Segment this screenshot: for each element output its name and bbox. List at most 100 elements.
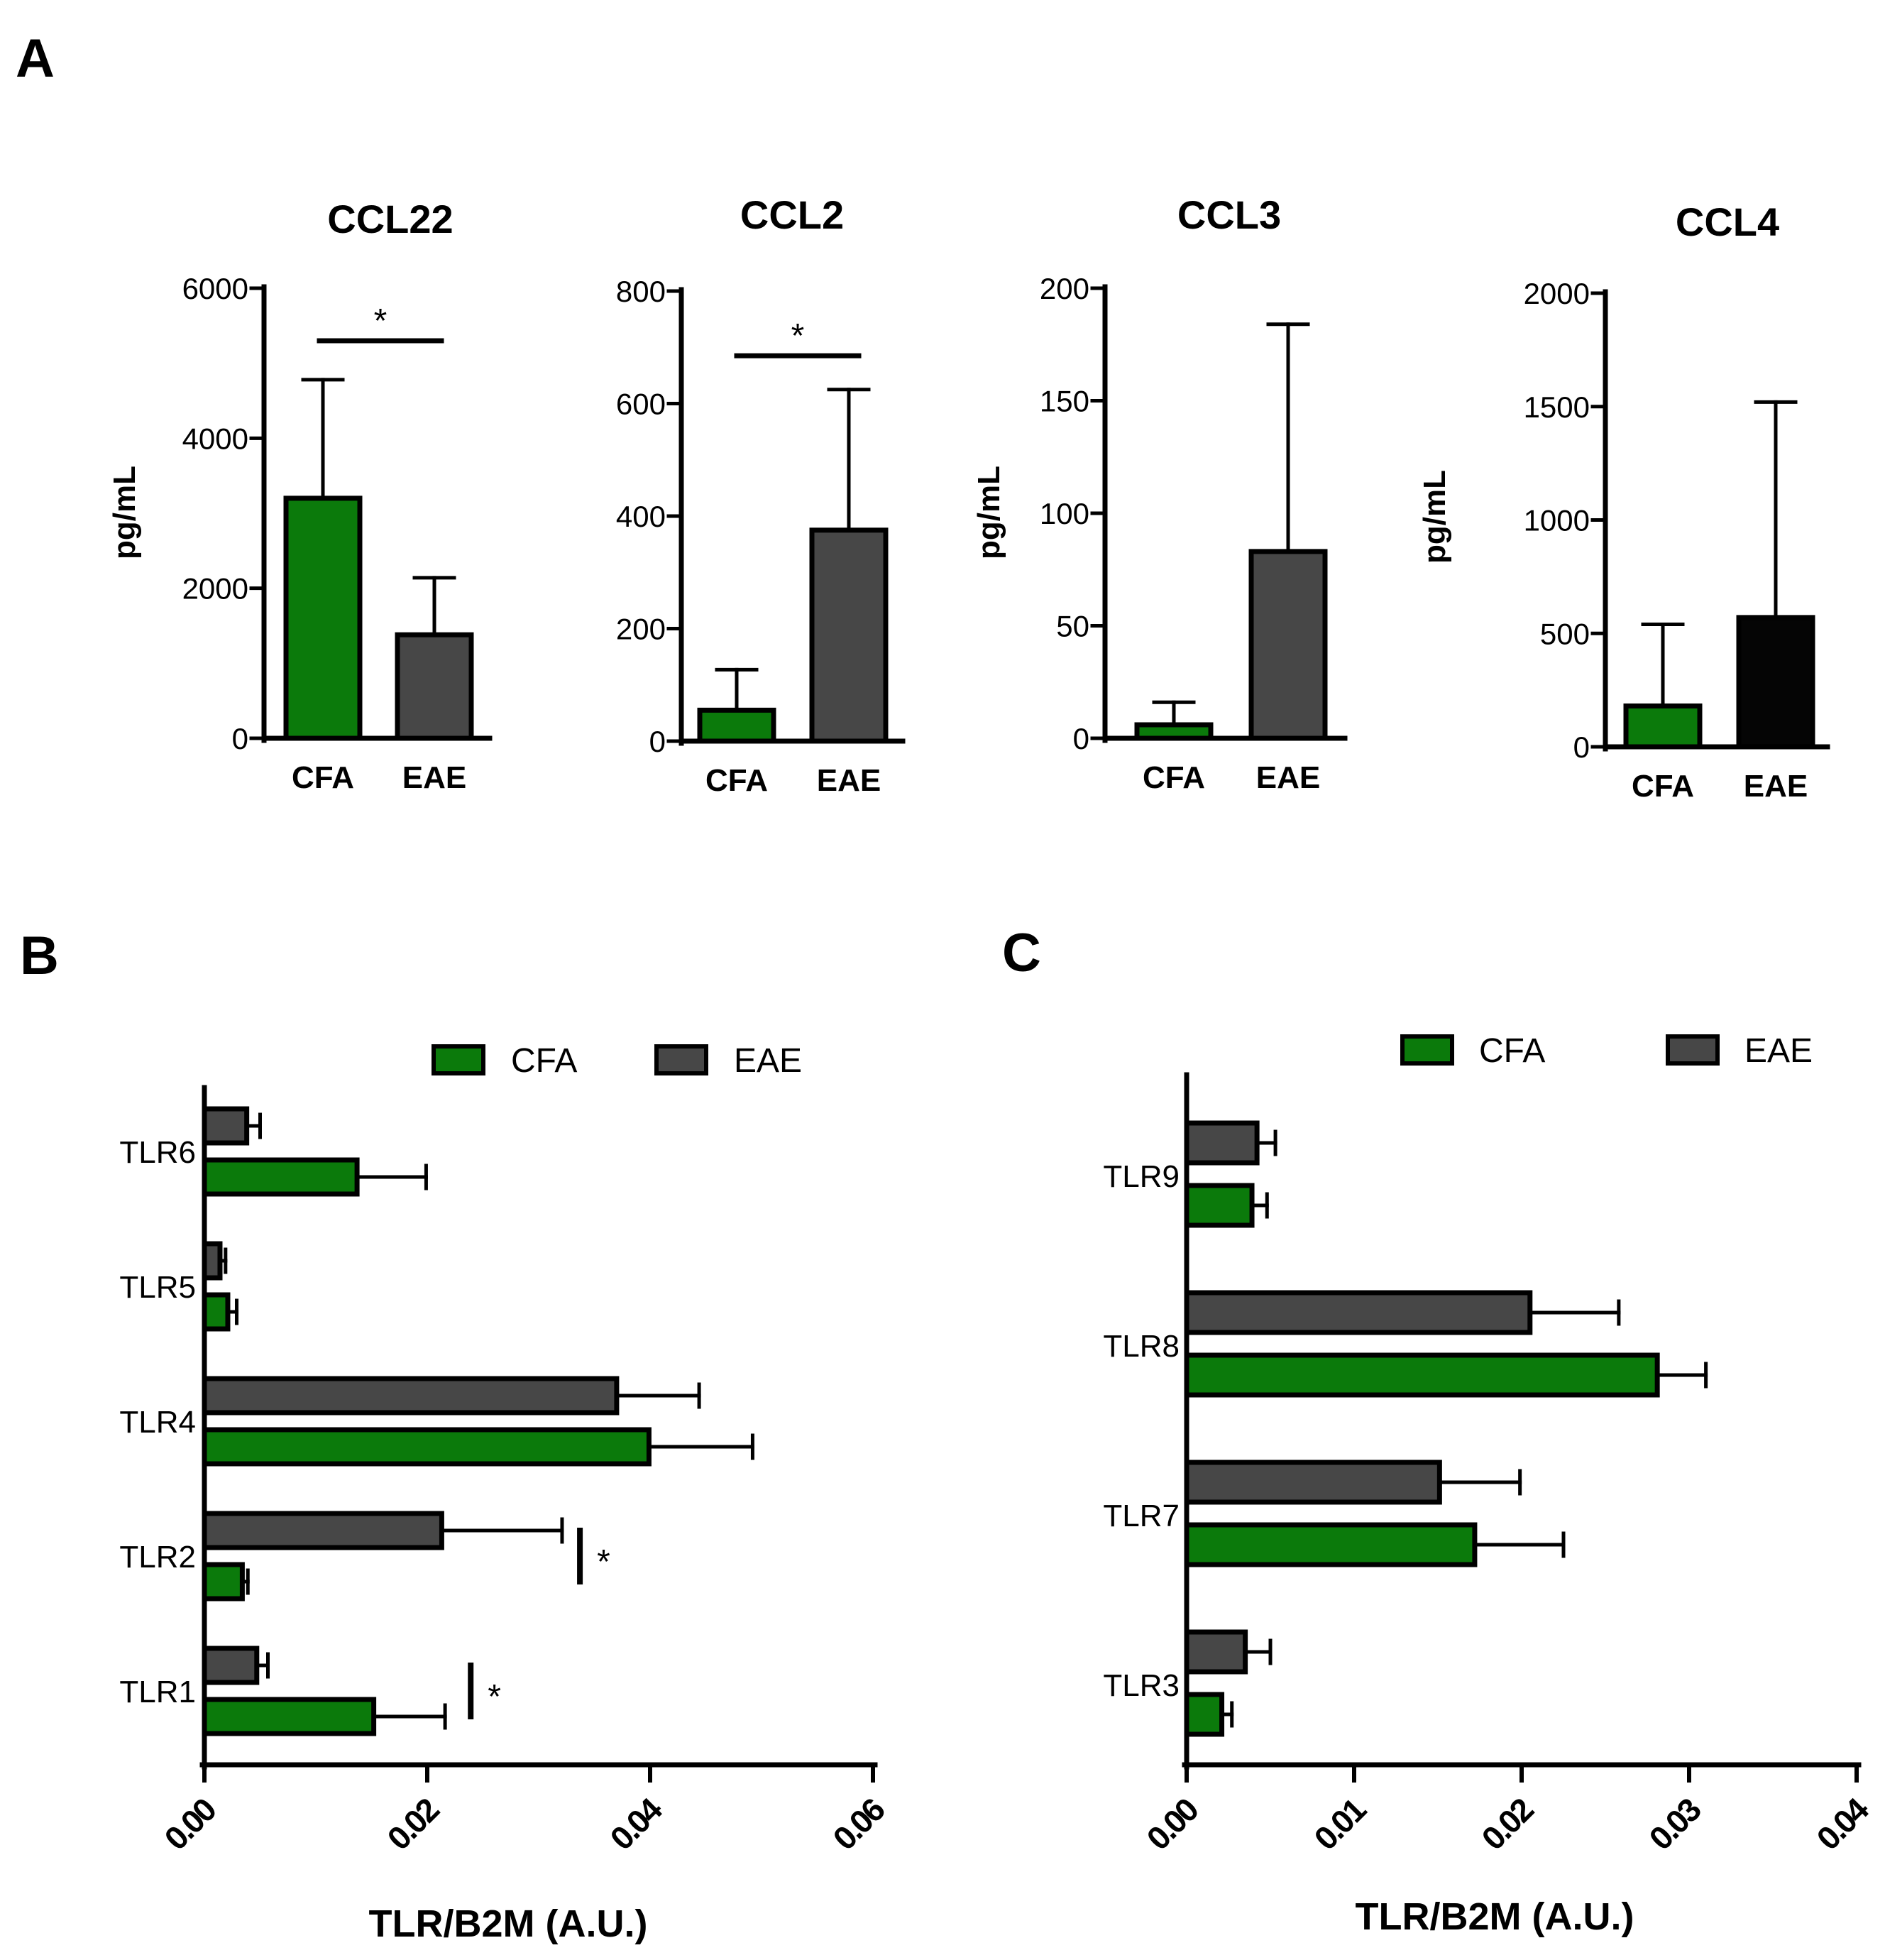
chart-tlr_b: 0.00 0.02 0.04 0.06 TLR/B2M (A.U.) CFA EAE TLR6… [119,1042,891,1945]
y-tick-label: 150 [1040,385,1089,418]
bar-cfa-tlr4 [202,1427,652,1467]
category-label-tlr1: TLR1 [119,1675,196,1709]
y-axis-label: pg/mL [972,466,1006,559]
x-axis-label: TLR/B2M (A.U.) [369,1902,648,1945]
category-label-tlr6: TLR6 [119,1135,196,1170]
category-label: EAE [1744,769,1808,804]
bar-eae-tlr1 [202,1646,260,1685]
legend-label-eae: EAE [734,1042,802,1080]
bar-cfa-tlr9 [1184,1183,1255,1228]
category-label-tlr5: TLR5 [119,1270,196,1305]
x-tick-label: 0.02 [380,1791,446,1857]
bar-eae [1248,549,1328,741]
bar-cfa-tlr3 [1184,1692,1225,1737]
bar-cfa-tlr2 [202,1562,245,1602]
bar-eae-tlr8 [1184,1290,1533,1335]
y-tick-label: 600 [616,388,666,421]
y-tick-label: 0 [1073,722,1089,755]
category-label-tlr4: TLR4 [119,1405,196,1440]
y-tick-label: 100 [1040,497,1089,530]
category-label-tlr3: TLR3 [1103,1668,1180,1703]
significance-star: * [791,317,805,355]
legend-swatch-eae [654,1044,708,1075]
bar-cfa [1134,722,1214,741]
bar-cfa-tlr5 [202,1292,231,1332]
chart-title: CCL2 [740,192,844,237]
x-tick-label: 0.04 [603,1790,669,1857]
chart-title: CCL4 [1676,199,1779,244]
y-tick-label: 800 [616,275,666,308]
panel-label-b: B [20,926,59,986]
category-label-tlr7: TLR7 [1103,1499,1180,1533]
category-label: CFA [1632,769,1694,804]
x-tick-label: 0.04 [1809,1790,1876,1857]
y-tick-label: 2000 [1524,277,1590,310]
bar-eae-tlr6 [202,1106,250,1146]
x-tick-label: 0.00 [1139,1791,1205,1857]
y-tick-label: 0 [1573,730,1590,764]
category-label: CFA [292,760,354,795]
chart-ccl3: CCL3 pg/mL 0 50 100 150 200 CFA EAE [972,192,1348,795]
legend-label-cfa: CFA [511,1042,577,1080]
panel-label-a: A [16,28,55,89]
y-tick-label: 1000 [1524,504,1590,537]
panel-label-c: C [1002,923,1041,983]
bar-eae [1736,615,1815,750]
x-tick-label: 0.03 [1642,1791,1708,1857]
significance-star: * [374,302,388,340]
chart-ccl2: CCL2 0 200 400 600 800 CFA EAE * [616,192,906,798]
bar-cfa [697,707,776,744]
bar-cfa-tlr7 [1184,1522,1478,1567]
x-tick-label: 0.00 [157,1791,223,1857]
bar-eae-tlr3 [1184,1629,1248,1675]
chart-ccl4: CCL4 pg/mL 0 500 1000 1500 2000 CFA EAE [1417,199,1830,804]
y-tick-label: 200 [616,613,666,646]
bar-eae-tlr9 [1184,1120,1260,1166]
chart-title: CCL3 [1177,192,1281,237]
category-label: CFA [705,763,768,798]
category-label: EAE [1256,760,1320,795]
bar-eae [809,527,889,744]
significance-star-tlr1: * [488,1678,501,1716]
bar-eae-tlr2 [202,1511,444,1550]
y-tick-label: 400 [616,500,666,533]
bar-eae [395,632,474,741]
y-axis-label: pg/mL [1417,470,1452,564]
bar-cfa [283,496,363,741]
y-tick-label: 2000 [182,572,248,606]
x-tick-label: 0.02 [1474,1791,1540,1857]
y-tick-label: 50 [1056,610,1089,643]
category-label-tlr2: TLR2 [119,1540,196,1575]
y-tick-label: 500 [1540,617,1590,650]
bar-eae-tlr5 [202,1241,223,1281]
y-tick-label: 6000 [182,272,248,305]
bar-eae-tlr7 [1184,1460,1442,1505]
significance-star-tlr2: * [597,1543,610,1581]
y-tick-label: 1500 [1524,390,1590,424]
category-label: EAE [402,760,466,795]
category-label: CFA [1143,760,1205,795]
y-tick-label: 0 [649,725,666,758]
legend-swatch-cfa [1400,1034,1454,1066]
y-tick-label: 4000 [182,422,248,455]
chart-ccl22: CCL22 pg/mL 0 2000 4000 6000 CFA EAE * [107,197,493,795]
category-label-tlr8: TLR8 [1103,1329,1180,1364]
bar-cfa-tlr1 [202,1697,377,1736]
y-axis-label: pg/mL [107,466,142,559]
legend-label-eae: EAE [1744,1032,1813,1070]
category-label: EAE [817,763,881,798]
legend-swatch-eae [1666,1034,1720,1066]
bar-cfa-tlr8 [1184,1352,1660,1398]
chart-title: CCL22 [327,197,453,241]
y-tick-label: 200 [1040,272,1089,305]
legend-swatch-cfa [432,1044,485,1075]
x-tick-label: 0.01 [1307,1791,1373,1857]
bar-cfa-tlr6 [202,1157,360,1197]
bar-cfa [1623,703,1703,750]
bar-eae-tlr4 [202,1376,620,1416]
category-label-tlr9: TLR9 [1103,1159,1180,1194]
chart-tlr_c: 0.00 0.01 0.02 0.03 0.04 TLR/B2M (A.U.) CFA EAE… [1103,1032,1876,1938]
x-axis-label: TLR/B2M (A.U.) [1356,1895,1634,1938]
